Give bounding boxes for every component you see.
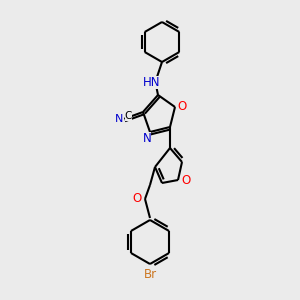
Text: C: C	[124, 111, 132, 121]
Text: O: O	[182, 173, 190, 187]
Text: Br: Br	[143, 268, 157, 281]
Text: HN: HN	[143, 76, 161, 88]
Text: O: O	[177, 100, 187, 113]
Text: N: N	[142, 131, 152, 145]
Text: N: N	[115, 114, 123, 124]
Text: O: O	[132, 193, 142, 206]
